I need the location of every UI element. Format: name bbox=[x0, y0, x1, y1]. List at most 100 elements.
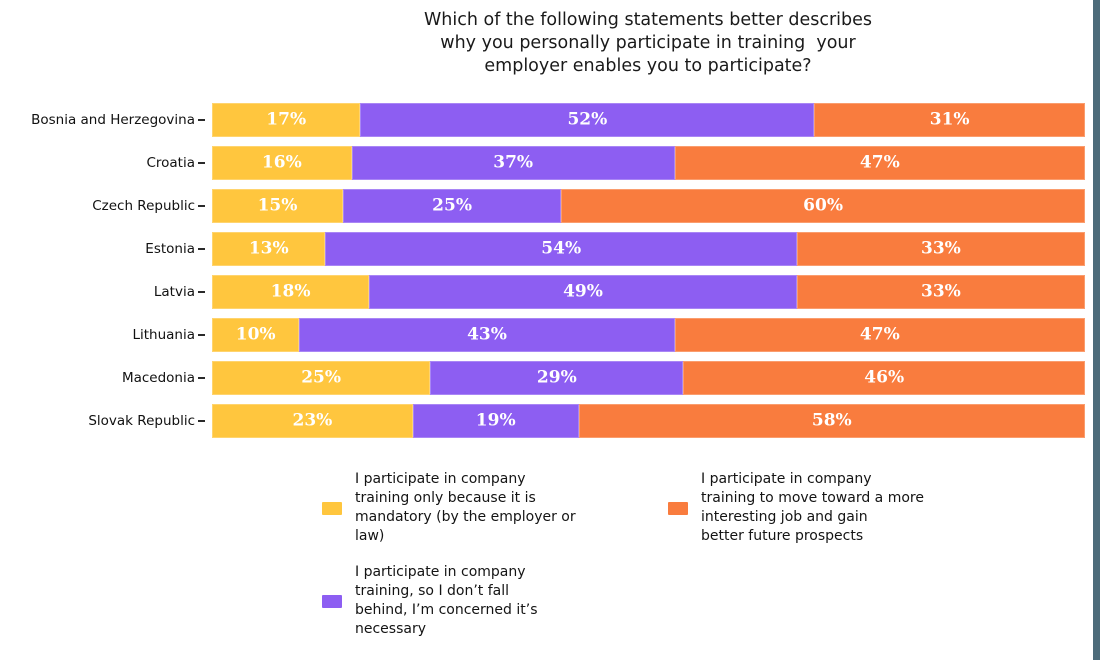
bar-value-label: 33% bbox=[921, 238, 961, 259]
legend-label-line: mandatory (by the employer or bbox=[355, 509, 576, 525]
chart-title: Which of the following statements better… bbox=[212, 9, 1084, 78]
bar-segment-prospects: 60% bbox=[561, 189, 1085, 223]
bar-segment-mandatory: 25% bbox=[212, 361, 431, 395]
chart-row: Bosnia and Herzegovina 17% 52% 31% bbox=[0, 103, 1085, 137]
legend-label-mandatory: I participate in company training only be… bbox=[355, 470, 576, 546]
bar-value-label: 19% bbox=[475, 410, 516, 431]
bar-segment-fall-behind: 19% bbox=[412, 404, 579, 438]
legend-label-line: interesting job and gain bbox=[701, 509, 868, 525]
bar-value-label: 31% bbox=[929, 109, 970, 130]
chart-row: Latvia 18% 49% 33% bbox=[0, 275, 1085, 309]
chart-title-line: Which of the following statements better… bbox=[423, 10, 873, 30]
bar-track: 15% 25% 60% bbox=[212, 189, 1085, 223]
legend-label-line: training, so I don’t fall bbox=[355, 583, 510, 599]
bar-track: 10% 43% 47% bbox=[212, 318, 1085, 352]
bar-value-label: 52% bbox=[567, 109, 608, 130]
bar-segment-prospects: 33% bbox=[796, 275, 1085, 309]
axis-tick bbox=[198, 334, 205, 336]
bar-value-label: 49% bbox=[563, 281, 603, 302]
category-label: Latvia bbox=[153, 284, 195, 300]
category-label: Estonia bbox=[145, 241, 195, 257]
legend-label-line: I participate in company bbox=[355, 564, 526, 580]
bar-value-label: 58% bbox=[811, 410, 852, 431]
bar-segment-fall-behind: 43% bbox=[299, 318, 675, 352]
bar-segment-prospects: 31% bbox=[814, 103, 1085, 137]
bar-value-label: 25% bbox=[301, 367, 342, 388]
legend-label-line: better future prospects bbox=[701, 528, 864, 544]
legend-label-line: necessary bbox=[355, 621, 427, 637]
legend-label-line: I participate in company bbox=[355, 471, 526, 487]
bar-value-label: 54% bbox=[541, 238, 582, 259]
window-right-border bbox=[1093, 0, 1100, 660]
legend-swatch-prospects bbox=[668, 501, 688, 515]
bar-value-label: 37% bbox=[493, 152, 534, 173]
legend-column-1: I participate in company training only be… bbox=[322, 470, 668, 639]
bar-segment-prospects: 33% bbox=[796, 232, 1085, 266]
bar-value-label: 25% bbox=[432, 195, 472, 216]
bar-segment-fall-behind: 49% bbox=[369, 275, 797, 309]
chart-row: Croatia 16% 37% 47% bbox=[0, 146, 1085, 180]
axis-tick bbox=[198, 162, 205, 164]
bar-segment-fall-behind: 54% bbox=[325, 232, 797, 266]
bar-track: 18% 49% 33% bbox=[212, 275, 1085, 309]
bar-segment-mandatory: 18% bbox=[212, 275, 370, 309]
bar-value-label: 15% bbox=[257, 195, 298, 216]
bar-segment-mandatory: 13% bbox=[212, 232, 326, 266]
chart-title-line: why you personally participate in traini… bbox=[440, 33, 856, 53]
bar-track: 17% 52% 31% bbox=[212, 103, 1085, 137]
axis-tick bbox=[198, 248, 205, 250]
legend-item-prospects: I participate in company training to move… bbox=[668, 470, 998, 546]
bar-value-label: 43% bbox=[467, 324, 507, 345]
bar-segment-fall-behind: 52% bbox=[360, 103, 815, 137]
chart-row: Macedonia 25% 29% 46% bbox=[0, 361, 1085, 395]
legend-item-fall-behind: I participate in company training, so I d… bbox=[322, 563, 668, 639]
legend-label-prospects: I participate in company training to move… bbox=[701, 470, 924, 546]
chart-row: Czech Republic 15% 25% 60% bbox=[0, 189, 1085, 223]
legend-label-line: training to move toward a more bbox=[701, 490, 924, 506]
bar-segment-fall-behind: 37% bbox=[351, 146, 675, 180]
bar-track: 25% 29% 46% bbox=[212, 361, 1085, 395]
bar-value-label: 33% bbox=[921, 281, 961, 302]
legend: I participate in company training only be… bbox=[322, 470, 998, 639]
legend-label-line: I participate in company bbox=[701, 471, 872, 487]
bar-segment-fall-behind: 29% bbox=[430, 361, 684, 395]
chart-row: Estonia 13% 54% 33% bbox=[0, 232, 1085, 266]
category-label: Macedonia bbox=[121, 370, 195, 386]
bar-value-label: 46% bbox=[864, 367, 905, 388]
bar-value-label: 17% bbox=[266, 109, 307, 130]
legend-swatch-mandatory bbox=[322, 501, 342, 515]
bar-segment-prospects: 58% bbox=[578, 404, 1085, 438]
bar-value-label: 47% bbox=[859, 152, 900, 173]
bar-value-label: 29% bbox=[536, 367, 577, 388]
bar-value-label: 10% bbox=[235, 324, 276, 345]
legend-swatch-fall-behind bbox=[322, 594, 342, 608]
bar-chart: Bosnia and Herzegovina 17% 52% 31% Croatia 16… bbox=[0, 103, 1085, 447]
bar-value-label: 47% bbox=[859, 324, 900, 345]
category-label: Czech Republic bbox=[92, 198, 195, 214]
legend-label-line: behind, I’m concerned it’s bbox=[355, 602, 538, 618]
bar-segment-mandatory: 10% bbox=[212, 318, 300, 352]
legend-label-line: law) bbox=[355, 528, 385, 544]
bar-segment-prospects: 47% bbox=[674, 146, 1085, 180]
axis-tick bbox=[198, 291, 205, 293]
bar-value-label: 16% bbox=[261, 152, 302, 173]
chart-title-line: employer enables you to participate? bbox=[484, 56, 812, 76]
axis-tick bbox=[198, 119, 205, 121]
chart-row: Lithuania 10% 43% 47% bbox=[0, 318, 1085, 352]
axis-tick bbox=[198, 377, 205, 379]
category-label: Bosnia and Herzegovina bbox=[31, 112, 195, 128]
axis-tick bbox=[198, 205, 205, 207]
bar-segment-mandatory: 23% bbox=[212, 404, 413, 438]
bar-segment-fall-behind: 25% bbox=[342, 189, 562, 223]
bar-value-label: 23% bbox=[292, 410, 333, 431]
bar-track: 13% 54% 33% bbox=[212, 232, 1085, 266]
legend-column-2: I participate in company training to move… bbox=[668, 470, 998, 639]
legend-item-mandatory: I participate in company training only be… bbox=[322, 470, 668, 546]
legend-label-line: training only because it is bbox=[355, 490, 536, 506]
category-label: Croatia bbox=[146, 155, 195, 171]
bar-segment-mandatory: 15% bbox=[212, 189, 343, 223]
category-label: Slovak Republic bbox=[88, 413, 195, 429]
bar-value-label: 18% bbox=[270, 281, 311, 302]
category-label: Lithuania bbox=[132, 327, 195, 343]
bar-value-label: 13% bbox=[248, 238, 289, 259]
